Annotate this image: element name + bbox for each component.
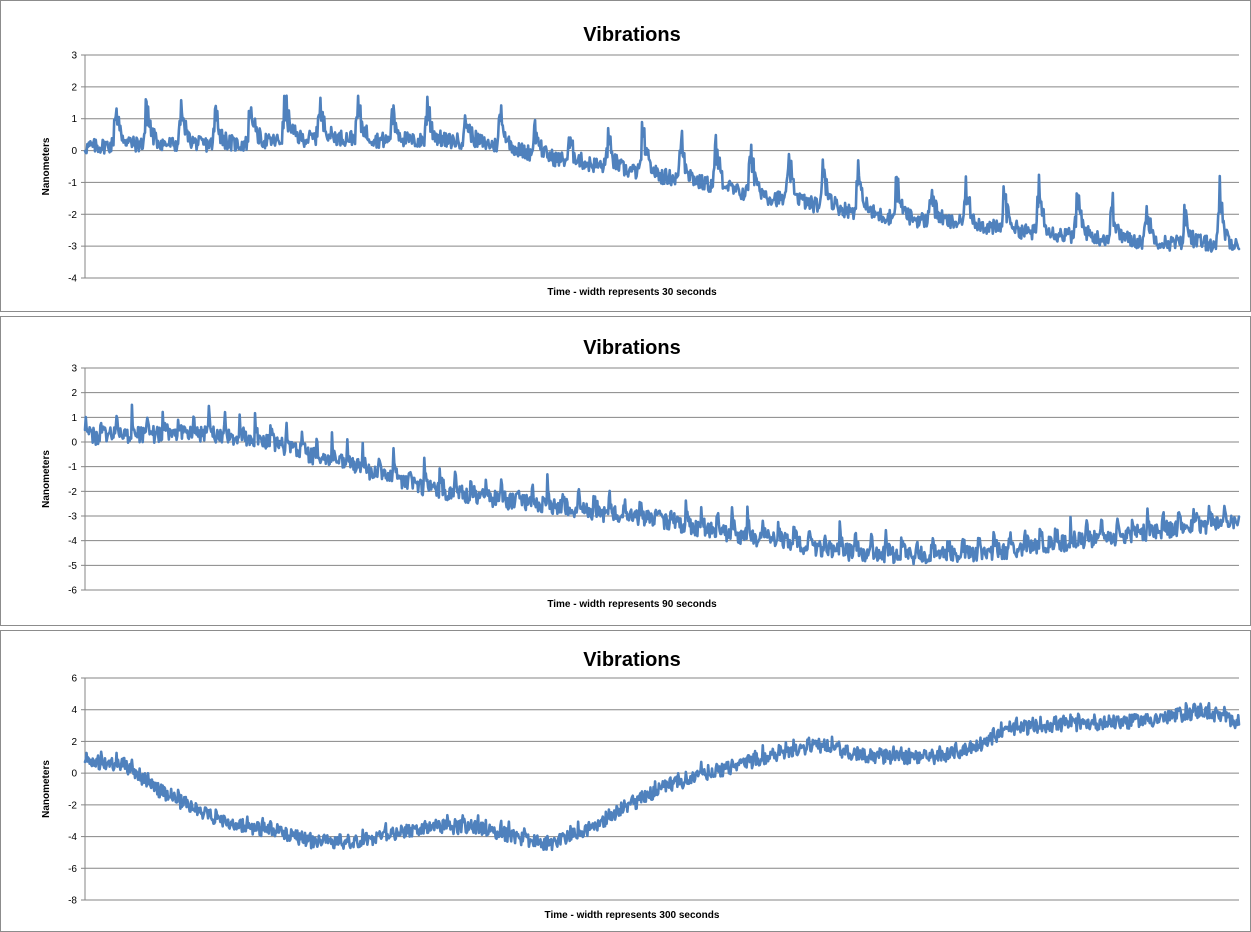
y-axis-title: Nanometers [41, 450, 52, 508]
y-axis-title: Nanometers [41, 760, 52, 818]
y-tick-label: -6 [68, 864, 77, 875]
y-tick-label: -4 [68, 832, 77, 843]
chart-title: Vibrations [583, 649, 680, 671]
y-tick-label: 2 [71, 82, 77, 93]
y-tick-label: -1 [68, 178, 77, 189]
x-axis-title: Time - width represents 30 seconds [547, 287, 717, 298]
y-tick-label: 0 [71, 769, 77, 780]
y-tick-label: -4 [68, 274, 77, 285]
chart-title: Vibrations [583, 24, 680, 46]
y-tick-label: -2 [68, 487, 77, 498]
y-tick-label: -2 [68, 210, 77, 221]
x-axis-title: Time - width represents 90 seconds [547, 599, 717, 610]
chart-svg: Vibrations 3 2 1 0 -1 -2 -3 -4 Nanometers Time - w… [41, 24, 1241, 298]
y-tick-label: -3 [68, 512, 77, 523]
y-tick-label: 3 [71, 51, 77, 62]
y-tick-label: -8 [68, 896, 77, 907]
y-tick-label: -1 [68, 462, 77, 473]
chart-panel-30s: Vibrations 3 2 1 0 -1 -2 -3 -4 Nanometers Time - w… [0, 0, 1251, 312]
y-tick-label: -4 [68, 536, 77, 547]
y-axis-title: Nanometers [41, 137, 52, 195]
series-line-nanometers [83, 403, 1241, 566]
y-tick-label: 0 [71, 146, 77, 157]
y-tick-label: 4 [71, 705, 77, 716]
y-tick-label: 1 [71, 413, 77, 424]
chart-panel-300s: Vibrations 6 4 2 0 -2 -4 -6 -8 Nanometers Time - w… [0, 630, 1251, 932]
y-tick-label: -3 [68, 242, 77, 253]
y-tick-label: -5 [68, 561, 77, 572]
y-tick-label: 1 [71, 114, 77, 125]
series-line-nanometers [83, 701, 1241, 852]
y-tick-label: 3 [71, 364, 77, 375]
chart-svg: Vibrations 3 2 1 0 -1 -2 -3 -4 -5 -6 Nanometers Time… [41, 337, 1241, 610]
y-tick-label: 2 [71, 737, 77, 748]
y-tick-label: 0 [71, 438, 77, 449]
chart-title: Vibrations [583, 337, 680, 359]
series-line-nanometers [83, 94, 1241, 253]
y-tick-label: -2 [68, 800, 77, 811]
x-axis-title: Time - width represents 300 seconds [545, 910, 720, 921]
y-tick-label: 2 [71, 388, 77, 399]
y-tick-label: 6 [71, 674, 77, 685]
y-tick-label: -6 [68, 586, 77, 597]
chart-svg: Vibrations 6 4 2 0 -2 -4 -6 -8 Nanometers Time - w… [41, 649, 1241, 921]
chart-panel-90s: Vibrations 3 2 1 0 -1 -2 -3 -4 -5 -6 Nanometers Time… [0, 316, 1251, 626]
